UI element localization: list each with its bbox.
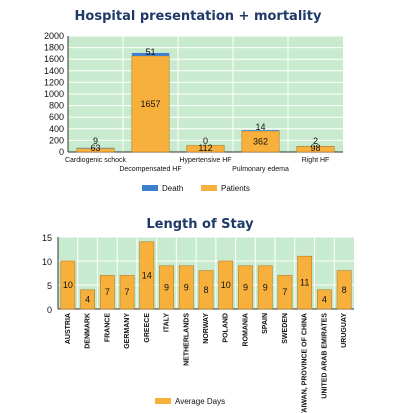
bar-average-days bbox=[178, 265, 194, 310]
x-tick-label: SPAIN bbox=[262, 313, 269, 334]
legend-label: Death bbox=[162, 184, 183, 193]
legend-swatch bbox=[155, 398, 171, 404]
chart-title: Hospital presentation + mortality bbox=[75, 9, 322, 24]
bar-average-days bbox=[238, 265, 253, 310]
data-label: 14 bbox=[142, 270, 152, 280]
x-tick-label: ITALY bbox=[164, 313, 171, 332]
data-label: 8 bbox=[203, 285, 208, 295]
bar-death bbox=[76, 147, 115, 149]
data-label: 9 bbox=[263, 282, 268, 292]
y-tick-label: 1600 bbox=[44, 54, 64, 64]
y-tick-label: 10 bbox=[42, 257, 52, 267]
data-label: 4 bbox=[322, 294, 327, 304]
legend-swatch bbox=[201, 185, 217, 191]
x-tick-label: NORWAY bbox=[203, 313, 210, 344]
bar-average-days bbox=[198, 270, 214, 310]
data-label-patients: 112 bbox=[198, 143, 212, 153]
x-tick-label: Cardiogenic schock bbox=[65, 157, 127, 164]
bar-average-days bbox=[119, 275, 135, 310]
bar-average-days bbox=[277, 275, 293, 310]
data-label: 9 bbox=[164, 282, 169, 292]
bar-average-days bbox=[218, 260, 234, 310]
data-label-death: 9 bbox=[93, 136, 98, 146]
x-tick-label: UNITED ARAB EMIRATES bbox=[321, 313, 328, 399]
data-label-death: 51 bbox=[145, 47, 155, 57]
bar-patients bbox=[186, 145, 225, 153]
y-tick-label: 15 bbox=[42, 233, 52, 243]
data-label: 7 bbox=[282, 287, 287, 297]
y-tick-label: 0 bbox=[47, 305, 52, 315]
y-tick-label: 200 bbox=[49, 135, 64, 145]
data-label-death: 0 bbox=[203, 136, 208, 146]
y-tick-label: 1000 bbox=[44, 89, 64, 99]
y-tick-label: 1200 bbox=[44, 77, 64, 87]
bar-average-days bbox=[257, 265, 273, 310]
data-label: 10 bbox=[221, 280, 231, 290]
data-label: 10 bbox=[63, 280, 73, 290]
x-tick-label: GREECE bbox=[144, 313, 151, 343]
bar-average-days bbox=[139, 241, 155, 310]
bar-average-days bbox=[60, 260, 76, 310]
x-tick-label: SWEDEN bbox=[282, 313, 289, 344]
x-tick-label: Decompensated HF bbox=[119, 166, 181, 173]
x-tick-label: GERMANY bbox=[124, 313, 131, 349]
y-tick-label: 400 bbox=[49, 124, 64, 134]
bar-average-days bbox=[99, 275, 115, 310]
y-tick-label: 1800 bbox=[44, 43, 64, 53]
data-label: 8 bbox=[342, 285, 347, 295]
data-label: 9 bbox=[184, 282, 189, 292]
data-label: 4 bbox=[85, 294, 90, 304]
legend: Average Days bbox=[155, 397, 225, 406]
y-tick-label: 2000 bbox=[44, 31, 64, 41]
chart-length-of-stay: Length of Stay 0 5 10 15 10 AUSTRIA 4 DENMARK 7 F… bbox=[42, 217, 354, 413]
data-label-patients: 98 bbox=[310, 143, 320, 153]
x-tick-label: AUSTRIA bbox=[65, 313, 72, 344]
x-tick-label: Right HF bbox=[302, 157, 330, 164]
x-tick-label: NETHERLANDS bbox=[183, 313, 190, 366]
data-label-patients: 63 bbox=[90, 143, 100, 153]
bar-average-days bbox=[336, 270, 352, 310]
x-tick-label: TAIWAN, PROVINCE OF CHINA bbox=[302, 313, 309, 413]
chart-title: Length of Stay bbox=[146, 217, 254, 232]
x-tick-label: POLAND bbox=[223, 313, 230, 343]
x-tick-label: FRANCE bbox=[104, 313, 111, 342]
data-label-death: 2 bbox=[313, 136, 318, 146]
bar-average-days bbox=[316, 289, 332, 310]
data-label-death: 14 bbox=[255, 122, 265, 132]
x-tick-label: DENMARK bbox=[85, 313, 92, 349]
bar-average-days bbox=[80, 289, 96, 310]
y-tick-label: 600 bbox=[49, 112, 64, 122]
y-tick-label: 800 bbox=[49, 101, 64, 111]
y-tick-label: 0 bbox=[59, 147, 64, 157]
legend: Death Patients bbox=[142, 184, 250, 193]
data-label: 7 bbox=[125, 287, 130, 297]
bar-death bbox=[131, 52, 170, 56]
data-label: 9 bbox=[243, 282, 248, 292]
legend-label: Patients bbox=[221, 184, 250, 193]
data-label: 7 bbox=[105, 287, 110, 297]
x-tick-label: Hypertensive HF bbox=[179, 157, 231, 164]
y-tick-label: 1400 bbox=[44, 66, 64, 76]
x-tick-label: ROMANIA bbox=[242, 313, 249, 346]
data-label-patients: 1657 bbox=[140, 99, 160, 109]
legend-swatch bbox=[142, 185, 158, 191]
x-tick-label: URUGUAY bbox=[341, 313, 348, 348]
y-tick-label: 5 bbox=[47, 281, 52, 291]
chart-hospital-presentation: Hospital presentation + mortality 0 20040… bbox=[44, 9, 343, 193]
data-label: 11 bbox=[300, 278, 309, 288]
legend-label: Average Days bbox=[175, 397, 225, 406]
bar-death bbox=[241, 130, 280, 132]
bar-average-days bbox=[297, 255, 313, 310]
x-tick-label: Pulmonary edema bbox=[232, 166, 289, 173]
bar-average-days bbox=[159, 265, 174, 310]
data-label-patients: 362 bbox=[253, 137, 268, 147]
